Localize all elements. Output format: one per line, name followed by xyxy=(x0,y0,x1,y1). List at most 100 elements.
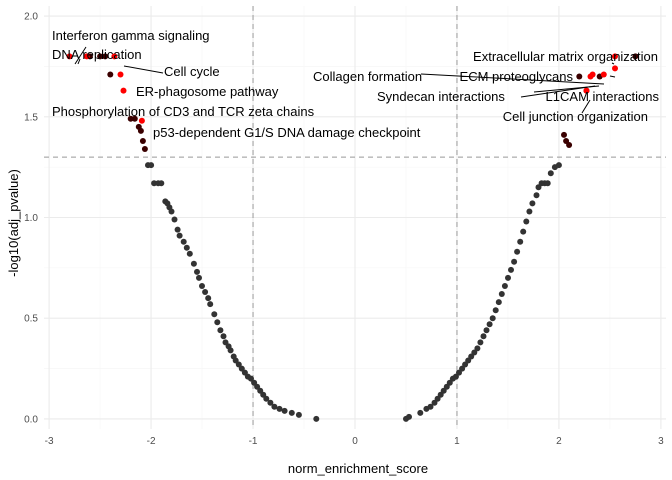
data-point xyxy=(480,333,487,340)
data-point xyxy=(474,345,481,352)
data-point xyxy=(517,238,524,245)
data-point xyxy=(199,283,205,289)
data-point xyxy=(526,208,533,215)
data-point xyxy=(107,71,114,78)
highlighted-data-point xyxy=(120,87,127,94)
data-point xyxy=(235,361,242,368)
y-tick-label: 1.5 xyxy=(24,112,38,123)
data-point xyxy=(417,409,424,416)
data-point xyxy=(183,244,190,251)
data-point xyxy=(489,315,496,322)
data-point xyxy=(406,413,412,420)
data-point xyxy=(176,232,183,239)
y-tick-label: 0.5 xyxy=(24,314,38,325)
annotation-label: Collagen formation xyxy=(313,69,422,84)
annotation-label: Interferon gamma signaling xyxy=(52,28,210,43)
data-point xyxy=(459,365,466,372)
data-point xyxy=(148,162,155,169)
data-point xyxy=(477,339,484,346)
axis-tick-labels: -3 -2 -1 0 1 2 3 0.0 0.5 1.0 1.5 2.0 xyxy=(24,12,664,447)
annotation-leader-line xyxy=(74,46,87,65)
data-point xyxy=(632,53,639,60)
data-point xyxy=(288,409,295,416)
annotation-leader-line xyxy=(609,75,616,78)
annotation-label: ER-phagosome pathway xyxy=(136,84,279,99)
data-point xyxy=(501,283,508,289)
data-point xyxy=(533,192,540,199)
highlighted-data-point xyxy=(111,53,118,60)
data-point xyxy=(561,131,567,138)
data-point xyxy=(566,142,573,148)
data-point xyxy=(127,115,134,122)
x-tick-label: 2 xyxy=(556,436,562,447)
data-point xyxy=(295,411,302,418)
highlighted-data-point xyxy=(587,73,594,80)
data-point xyxy=(427,403,434,410)
data-point xyxy=(523,218,530,225)
data-point xyxy=(131,115,138,122)
highlighted-data-point xyxy=(83,53,90,60)
data-point xyxy=(514,248,521,255)
data-point xyxy=(471,349,478,356)
highlighted-data-point xyxy=(612,65,618,72)
highlighted-data-point xyxy=(138,117,145,124)
annotation-leader-lines xyxy=(74,46,616,114)
data-point xyxy=(196,274,202,281)
data-point xyxy=(202,289,209,295)
data-point xyxy=(97,53,104,60)
data-point xyxy=(486,321,493,328)
data-point xyxy=(498,291,505,297)
x-tick-label: -2 xyxy=(147,436,156,447)
data-point xyxy=(544,180,551,187)
data-point xyxy=(211,311,218,318)
data-point xyxy=(281,407,288,414)
data-point xyxy=(257,387,264,394)
data-point xyxy=(180,238,187,245)
data-point xyxy=(446,379,453,386)
data-point xyxy=(511,258,518,265)
highlighted-data-point xyxy=(66,53,73,60)
data-point xyxy=(520,228,527,235)
data-point xyxy=(529,200,536,207)
data-point xyxy=(505,274,511,281)
annotation-labels: Interferon gamma signaling DNA replicatio… xyxy=(52,28,659,140)
data-point xyxy=(276,405,283,412)
data-point xyxy=(547,170,554,177)
annotation-leader-line xyxy=(123,65,164,74)
data-point xyxy=(214,319,221,326)
data-point xyxy=(227,347,234,354)
data-point xyxy=(495,299,502,306)
annotation-leader-line xyxy=(77,58,81,65)
data-point xyxy=(207,301,214,308)
annotation-label: p53-dependent G1/S DNA damage checkpoint xyxy=(153,125,421,140)
highlighted-data-point xyxy=(600,71,607,78)
annotation-leader-line xyxy=(581,99,591,114)
data-point xyxy=(508,266,514,273)
data-point xyxy=(137,127,144,134)
reference-lines xyxy=(44,6,666,429)
annotation-label: Syndecan interactions xyxy=(377,89,505,104)
y-tick-label: 0.0 xyxy=(24,414,38,425)
annotation-label: ECM proteoglycans xyxy=(460,69,574,84)
data-point xyxy=(190,260,197,267)
data-point xyxy=(139,138,146,144)
annotation-label: Cell junction organization xyxy=(503,109,648,124)
data-point xyxy=(483,327,490,334)
data-point xyxy=(555,162,562,169)
data-point xyxy=(576,73,583,80)
annotation-label: Phosphorylation of CD3 and TCR zeta chai… xyxy=(52,104,315,119)
y-tick-label: 1.0 xyxy=(24,213,38,224)
data-points xyxy=(66,53,639,422)
highlighted-data-point xyxy=(612,53,618,60)
data-point xyxy=(267,399,274,406)
data-point xyxy=(194,268,200,275)
data-point xyxy=(141,146,148,152)
data-point xyxy=(158,180,165,187)
data-point xyxy=(205,295,212,302)
x-axis-title: norm_enrichment_score xyxy=(288,461,428,476)
data-point xyxy=(102,53,109,60)
annotation-label: Cell cycle xyxy=(164,64,220,79)
y-tick-label: 2.0 xyxy=(24,12,38,23)
data-point xyxy=(248,375,254,382)
